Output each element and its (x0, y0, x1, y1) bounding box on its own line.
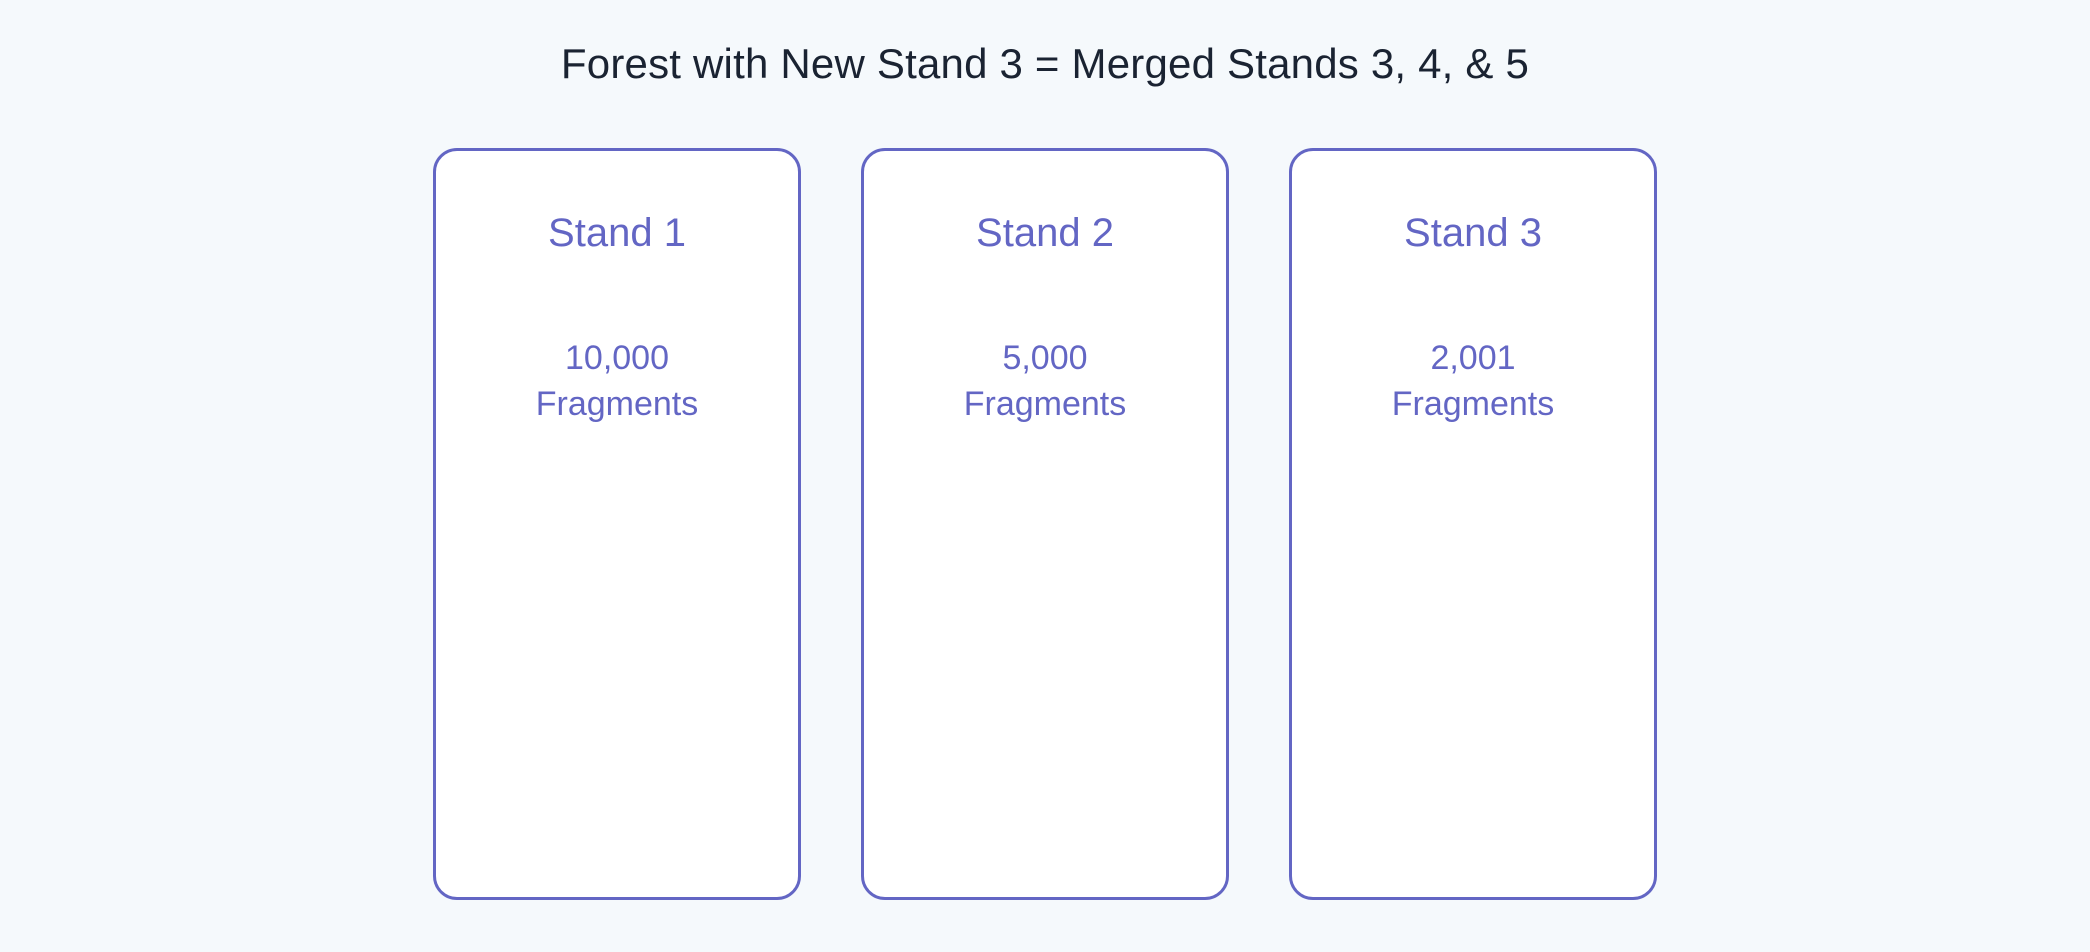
stand-card: Stand 3 2,001 Fragments (1289, 148, 1657, 900)
card-title: Stand 1 (548, 211, 686, 256)
count-label: Fragments (964, 385, 1127, 423)
count-value: 10,000 (565, 339, 669, 377)
stand-card: Stand 1 10,000 Fragments (433, 148, 801, 900)
count-label: Fragments (1392, 385, 1555, 423)
card-title: Stand 3 (1404, 211, 1542, 256)
card-title: Stand 2 (976, 211, 1114, 256)
count-label: Fragments (536, 385, 699, 423)
card-count: 10,000 Fragments (536, 336, 699, 428)
count-value: 2,001 (1430, 339, 1515, 377)
diagram-title: Forest with New Stand 3 = Merged Stands … (561, 40, 1529, 88)
card-count: 5,000 Fragments (964, 336, 1127, 428)
stand-card: Stand 2 5,000 Fragments (861, 148, 1229, 900)
cards-container: Stand 1 10,000 Fragments Stand 2 5,000 F… (433, 148, 1657, 900)
count-value: 5,000 (1002, 339, 1087, 377)
card-count: 2,001 Fragments (1392, 336, 1555, 428)
